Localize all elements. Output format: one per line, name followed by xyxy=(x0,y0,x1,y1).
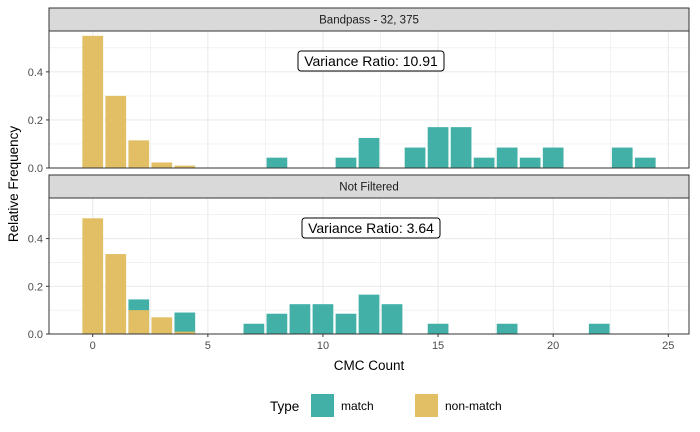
bar-match-12 xyxy=(358,294,380,334)
bar-match-18 xyxy=(496,147,518,168)
y-tick-label: 0.0 xyxy=(28,329,43,341)
bar-match-7 xyxy=(243,323,265,334)
bar-match-8 xyxy=(266,157,288,168)
legend-label: match xyxy=(341,399,374,413)
bar-non-match-3 xyxy=(151,317,173,334)
bar-non-match-4 xyxy=(174,165,196,168)
bar-non-match-2 xyxy=(128,140,150,168)
y-tick-label: 0.4 xyxy=(28,234,43,246)
x-tick-label: 10 xyxy=(317,340,329,352)
x-axis: 0 5 10 15 20 25 xyxy=(90,334,674,352)
variance-ratio-label: Variance Ratio: 3.64 xyxy=(308,220,434,236)
bar-match-19 xyxy=(519,157,541,168)
series-non-match xyxy=(82,218,196,334)
bar-match-18 xyxy=(496,323,518,334)
panel-border xyxy=(48,30,690,169)
variance-ratio-label: Variance Ratio: 10.91 xyxy=(304,53,438,69)
bar-non-match-3 xyxy=(151,162,173,168)
bar-non-match-4 xyxy=(174,331,196,334)
y-axis: 0.0 0.2 0.4 xyxy=(28,234,49,341)
x-tick-label: 0 xyxy=(90,340,96,352)
bar-non-match-1 xyxy=(105,254,127,334)
bar-match-16 xyxy=(450,127,472,168)
x-axis-title: CMC Count xyxy=(334,358,405,373)
bar-match-20 xyxy=(542,147,564,168)
bar-match-9 xyxy=(289,304,311,334)
y-axis-title: Relative Frequency xyxy=(6,126,21,243)
x-tick-label: 5 xyxy=(205,340,211,352)
facet-strip-label: Not Filtered xyxy=(339,182,398,194)
bar-match-14 xyxy=(404,147,426,168)
x-tick-label: 20 xyxy=(547,340,559,352)
legend-entry-non-match: non-match xyxy=(415,394,502,417)
panel-2: Not Filtered 0.0 0.2 0.4 Variance Ratio: 3.6… xyxy=(28,174,690,341)
bar-match-13 xyxy=(381,304,403,334)
legend-label: non-match xyxy=(445,399,502,413)
y-tick-label: 0.0 xyxy=(28,163,43,175)
series-match xyxy=(266,127,656,168)
panel-border xyxy=(48,197,690,335)
bar-match-8 xyxy=(266,313,288,334)
bar-match-12 xyxy=(358,137,380,168)
variance-ratio-box xyxy=(297,50,445,72)
bar-match-11 xyxy=(335,313,357,334)
bar-non-match-0 xyxy=(82,35,104,168)
bar-non-match-2 xyxy=(128,310,150,334)
legend: Type match non-match xyxy=(270,394,502,417)
variance-ratio-box xyxy=(301,217,441,239)
legend-entry-match: match xyxy=(311,394,374,417)
x-tick-label: 15 xyxy=(432,340,444,352)
legend-title: Type xyxy=(270,399,299,414)
panel-1: Bandpass - 32, 375 0.0 0.2 0.4 Variance Rati… xyxy=(28,7,690,175)
bar-non-match-0 xyxy=(82,218,104,334)
minor-gridlines xyxy=(49,31,689,168)
bar-match-17 xyxy=(473,157,495,168)
y-tick-label: 0.4 xyxy=(28,67,43,79)
bar-match-10 xyxy=(312,304,334,334)
bar-match-22 xyxy=(588,323,610,334)
bar-match-24 xyxy=(634,157,656,168)
bar-match-11 xyxy=(335,157,357,168)
bar-match-15 xyxy=(427,323,449,334)
y-axis: 0.0 0.2 0.4 xyxy=(28,67,49,175)
bar-match-15 xyxy=(427,127,449,168)
bar-match-23 xyxy=(611,147,633,168)
bar-non-match-1 xyxy=(105,95,127,168)
series-non-match xyxy=(82,35,196,168)
legend-key-non-match xyxy=(415,394,438,417)
x-tick-label: 25 xyxy=(662,340,674,352)
y-tick-label: 0.2 xyxy=(28,115,43,127)
bar-match-4 xyxy=(174,312,196,334)
legend-key-match xyxy=(311,394,334,417)
facet-strip-label: Bandpass - 32, 375 xyxy=(319,15,419,27)
y-tick-label: 0.2 xyxy=(28,281,43,293)
